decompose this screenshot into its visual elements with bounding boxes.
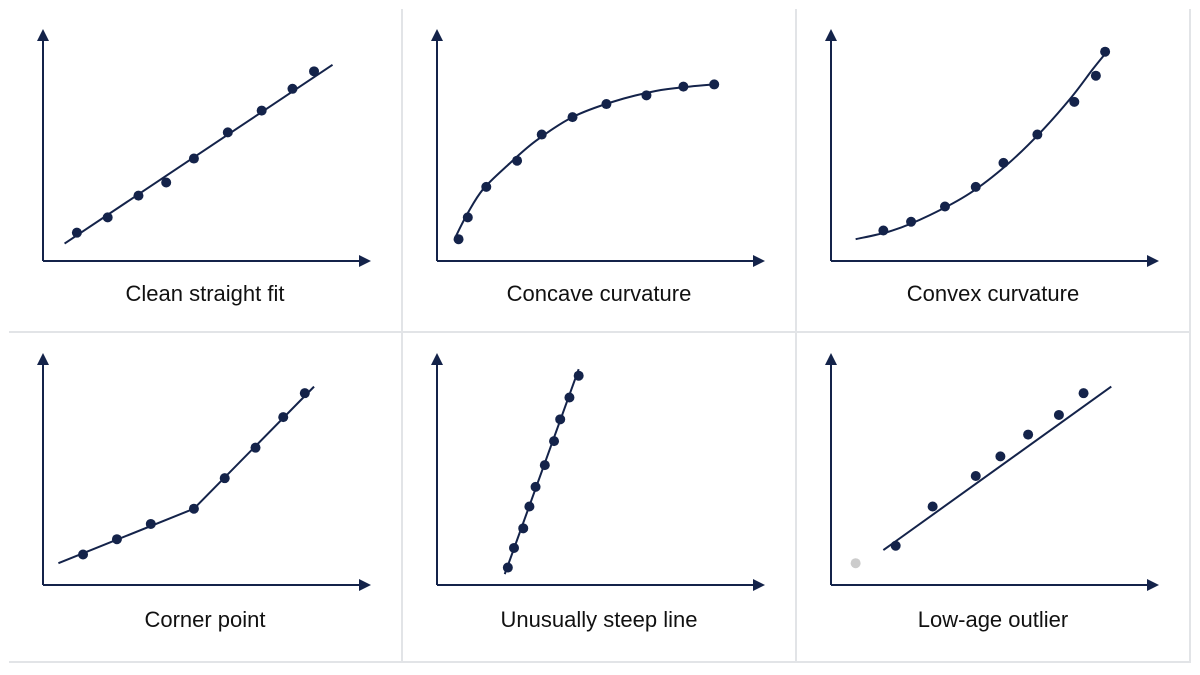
convex-curvature-point-2 [906, 216, 917, 227]
concave-curvature-point-9 [678, 81, 689, 92]
unusually-steep-line-point-1 [502, 562, 513, 573]
corner-point-point-4 [188, 503, 199, 514]
low-age-outlier-point-3 [970, 471, 981, 481]
convex-curvature-point-8 [1090, 70, 1101, 81]
low-age-outlier-point-7 [1078, 388, 1089, 399]
caption-convex-curvature: Convex curvature [906, 281, 1080, 306]
low-age-outlier-outlier-1 [850, 558, 861, 569]
plot-clean-straight-fit [37, 29, 371, 267]
corner-point-point-7 [278, 412, 289, 423]
unusually-steep-line-x-axis-arrow [753, 579, 765, 591]
convex-curvature-point-4 [970, 181, 981, 192]
low-age-outlier-point-6 [1053, 409, 1064, 420]
caption-unusually-steep-line: Unusually steep line [500, 607, 698, 632]
concave-curvature-point-3 [481, 181, 492, 192]
concave-curvature-point-6 [567, 112, 578, 123]
panel-corner-point: Corner point [9, 333, 401, 661]
unusually-steep-line-point-8 [555, 414, 566, 425]
concave-curvature-point-4 [512, 155, 523, 166]
clean-straight-fit-point-3 [133, 190, 144, 201]
convex-curvature-point-6 [1032, 129, 1043, 140]
unusually-steep-line-point-5 [530, 481, 541, 492]
unusually-steep-line-point-6 [539, 460, 550, 471]
unusually-steep-line-point-2 [509, 542, 519, 553]
plot-convex-curvature [825, 29, 1159, 267]
unusually-steep-line-point-3 [518, 523, 529, 534]
convex-curvature-point-1 [878, 225, 889, 236]
concave-curvature-point-8 [641, 90, 652, 101]
convex-curvature-point-9 [1100, 46, 1111, 57]
corner-point-y-axis-arrow [37, 353, 49, 365]
convex-curvature-point-5 [998, 157, 1009, 168]
concave-curvature-fit-line [454, 83, 715, 238]
panel-clean-straight-fit: Clean straight fit [9, 9, 401, 331]
corner-point-point-2 [111, 534, 122, 545]
corner-point-x-axis-arrow [359, 579, 371, 591]
clean-straight-fit-point-9 [309, 66, 320, 77]
corner-point-point-6 [250, 442, 261, 453]
concave-curvature-point-1 [453, 234, 464, 245]
corner-point-point-3 [145, 518, 156, 529]
concave-curvature-point-5 [536, 129, 547, 140]
clean-straight-fit-point-8 [287, 83, 298, 94]
plot-corner-point [37, 353, 371, 591]
low-age-outlier-y-axis-arrow [825, 353, 837, 365]
plot-unusually-steep-line [431, 353, 765, 591]
low-age-outlier-point-2 [927, 501, 938, 512]
unusually-steep-line-fit-line [503, 368, 580, 575]
clean-straight-fit-point-6 [222, 127, 233, 138]
plot-low-age-outlier [825, 353, 1159, 591]
corner-point-fit-line [58, 385, 315, 565]
unusually-steep-line-point-7 [549, 436, 560, 447]
clean-straight-fit-point-5 [188, 153, 199, 164]
convex-curvature-x-axis-arrow [1147, 255, 1159, 267]
panel-concave-curvature: Concave curvature [403, 9, 795, 331]
clean-straight-fit-point-1 [71, 227, 82, 238]
plot-concave-curvature [431, 29, 765, 267]
caption-concave-curvature: Concave curvature [506, 281, 692, 306]
concave-curvature-x-axis-arrow [753, 255, 765, 267]
convex-curvature-point-3 [939, 201, 950, 212]
clean-straight-fit-y-axis-arrow [37, 29, 49, 41]
low-age-outlier-point-5 [1023, 429, 1034, 440]
concave-curvature-point-7 [601, 99, 612, 110]
convex-curvature-point-7 [1069, 96, 1080, 107]
clean-straight-fit-x-axis-arrow [359, 255, 371, 267]
concave-curvature-y-axis-arrow [431, 29, 443, 41]
unusually-steep-line-point-10 [573, 370, 584, 381]
panel-low-age-outlier: Low-age outlier [797, 333, 1189, 661]
concave-curvature-point-10 [709, 79, 720, 90]
caption-low-age-outlier: Low-age outlier [917, 607, 1069, 632]
chart-grid: Clean straight fit Concave curvature Con… [9, 9, 1191, 663]
low-age-outlier-x-axis-arrow [1147, 579, 1159, 591]
clean-straight-fit-point-2 [102, 212, 113, 223]
unusually-steep-line-point-4 [524, 501, 535, 512]
low-age-outlier-fit-line [882, 385, 1112, 551]
caption-corner-point: Corner point [144, 607, 266, 632]
clean-straight-fit-point-7 [256, 105, 267, 116]
caption-clean-straight-fit: Clean straight fit [125, 281, 285, 306]
unusually-steep-line-point-9 [564, 392, 575, 403]
unusually-steep-line-y-axis-arrow [431, 353, 443, 365]
panel-unusually-steep-line: Unusually steep line [403, 333, 795, 661]
corner-point-point-8 [299, 388, 310, 399]
concave-curvature-point-2 [462, 212, 473, 223]
panel-convex-curvature: Convex curvature [797, 9, 1189, 331]
low-age-outlier-point-1 [890, 540, 901, 551]
convex-curvature-y-axis-arrow [825, 29, 837, 41]
clean-straight-fit-point-4 [161, 177, 172, 188]
corner-point-point-5 [219, 473, 230, 484]
low-age-outlier-point-4 [995, 451, 1006, 462]
corner-point-point-1 [78, 549, 89, 560]
convex-curvature-fit-line [855, 53, 1106, 241]
